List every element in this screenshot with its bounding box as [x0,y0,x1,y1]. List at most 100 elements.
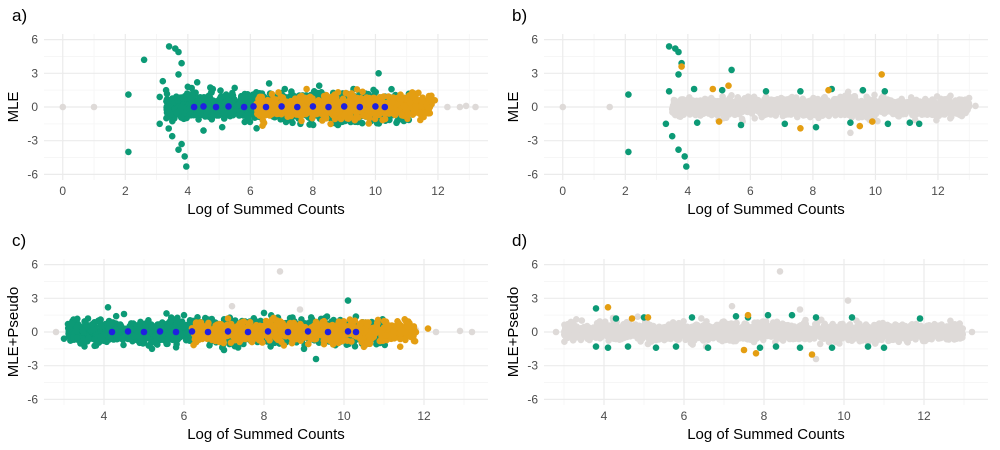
y-axis-title: MLE+Pseudo [5,287,22,377]
y-axis-title: MLE [5,92,22,123]
orange-point [346,108,354,115]
orange-point [365,115,373,122]
grey-point [748,107,756,115]
orange-point [381,110,389,117]
green-point [196,109,204,116]
blue-point [200,103,207,110]
x-tick-label: 10 [369,184,383,198]
green-point [718,86,726,94]
blue-point [294,103,301,111]
y-tick-label: -3 [27,359,38,373]
y-tick-label: 6 [31,258,38,272]
orange-point [303,85,310,93]
grey-point [962,101,970,109]
green-point [675,48,682,56]
green-point [168,132,176,140]
orange-point [353,86,361,93]
green-point [175,146,182,153]
x-tick-label: 12 [431,184,445,198]
orange-point [275,89,282,96]
panel-label: c) [12,231,26,250]
grey-point [688,101,696,109]
green-point [239,93,247,101]
orange-point [797,125,804,132]
grey-point [740,96,748,104]
y-axis-title: MLE [505,92,522,123]
green-point [690,85,698,93]
y-tick-label: 6 [31,33,38,47]
grey-point [734,105,741,112]
orange-point [315,110,322,117]
orange-point [412,97,420,104]
orange-point [341,112,348,119]
grey-point [903,99,910,106]
green-point [193,79,201,86]
green-point [217,87,224,94]
grey-point [740,105,748,113]
green-point [177,103,185,111]
x-tick-label: 8 [310,184,317,198]
blue-point [262,103,270,111]
green-point [178,59,185,67]
orange-point [331,106,339,114]
grey-point [52,328,60,336]
green-point [200,127,207,134]
y-tick-label: 0 [531,100,538,114]
grey-point [822,108,829,116]
x-axis-title: Log of Summed Counts [687,201,845,218]
y-tick-label: -3 [27,134,38,148]
orange-point [354,94,361,102]
orange-point [709,85,717,93]
green-point [201,113,209,120]
grey-point [840,95,848,103]
x-tick-label: 2 [622,184,629,198]
green-point [183,163,190,170]
x-tick-label: 4 [184,184,191,198]
orange-point [327,120,334,128]
orange-point [415,89,422,97]
blue-point [240,103,248,111]
grey-point [731,111,739,119]
y-tick-label: -6 [27,167,38,181]
green-point [668,132,676,140]
x-tick-label: 2 [122,184,129,198]
grey-point [296,306,304,313]
orange-point [856,122,864,130]
x-tick-label: 0 [59,184,66,198]
grey-point [456,327,464,335]
x-tick-label: 8 [261,409,268,423]
grey-point [941,111,948,118]
grey-point [606,103,613,111]
green-point [209,85,217,93]
x-tick-label: 12 [417,409,431,423]
grey-point [710,103,718,110]
green-point [165,97,172,104]
orange-point [878,71,885,78]
green-point [169,117,176,125]
y-tick-label: -6 [27,392,38,406]
grey-point [919,98,927,106]
green-point [162,86,170,94]
grey-point [839,109,847,117]
orange-point [331,91,339,98]
grey-point [958,96,965,104]
grey-point [857,101,864,109]
green-point [812,123,820,131]
green-point [184,83,192,91]
grey-point [673,107,680,114]
blue-point [278,103,285,110]
grey-point [759,106,767,114]
grey-point [559,103,567,111]
green-point [165,43,173,50]
green-point [859,86,867,94]
grey-point [879,103,887,110]
green-point [681,153,688,160]
green-point [159,77,167,85]
grey-point [59,103,67,111]
blue-point [372,103,379,110]
orange-point [394,108,401,115]
green-point [728,66,735,74]
green-point [881,88,889,95]
